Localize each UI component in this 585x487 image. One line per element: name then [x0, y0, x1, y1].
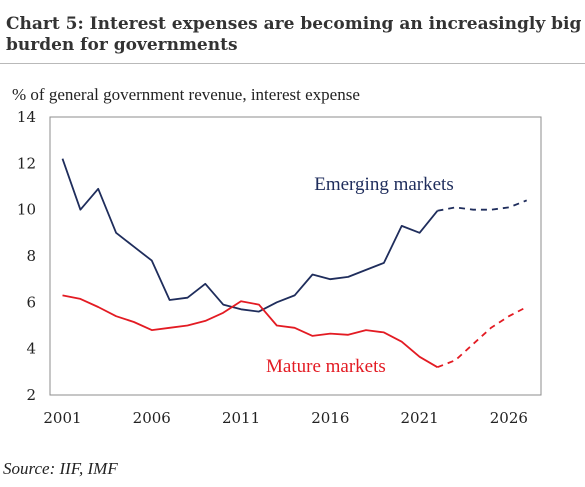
x-tick-label: 2021: [400, 409, 438, 427]
y-tick-label: 14: [17, 108, 36, 126]
y-tick-label: 10: [17, 201, 36, 219]
plot-frame: [49, 116, 542, 396]
series-projection-mature-markets: [437, 306, 528, 369]
chart-title-line-1: Chart 5: Interest expenses are becoming …: [6, 14, 582, 34]
x-tick-label: 2016: [311, 409, 349, 427]
series-label-emerging-markets: Emerging markets: [314, 174, 453, 195]
series-line-mature-markets: [62, 294, 438, 368]
y-tick-label: 8: [26, 247, 36, 265]
x-tick-label: 2026: [490, 409, 528, 427]
y-tick-label: 6: [26, 293, 36, 311]
chart-title: Chart 5: Interest expenses are becoming …: [6, 14, 581, 56]
chart-title-line-2: burden for governments: [6, 35, 238, 55]
series-projection-emerging-markets: [437, 199, 528, 212]
y-tick-label: 12: [17, 154, 36, 172]
series-label-mature-markets: Mature markets: [266, 356, 386, 377]
title-divider: [0, 63, 585, 64]
x-tick-label: 2001: [43, 409, 81, 427]
x-tick-label: 2006: [133, 409, 171, 427]
source-note: Source: IIF, IMF: [3, 459, 118, 478]
y-axis-label: % of general government revenue, interes…: [12, 85, 360, 104]
series-line-emerging-markets: [61, 158, 439, 313]
y-tick-label: 4: [26, 340, 36, 358]
y-tick-label: 2: [26, 386, 36, 404]
x-tick-label: 2011: [222, 409, 260, 427]
